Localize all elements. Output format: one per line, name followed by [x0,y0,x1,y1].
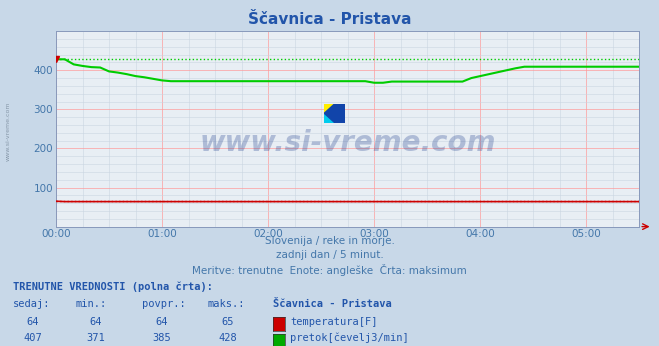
Text: 371: 371 [86,333,105,343]
Polygon shape [324,104,335,113]
Text: min.:: min.: [76,299,107,309]
Text: 64: 64 [27,317,39,327]
Text: www.si-vreme.com: www.si-vreme.com [5,102,11,161]
Text: povpr.:: povpr.: [142,299,185,309]
Text: 64: 64 [156,317,167,327]
Text: Meritve: trenutne  Enote: angleške  Črta: maksimum: Meritve: trenutne Enote: angleške Črta: … [192,264,467,276]
Text: Ščavnica - Pristava: Ščavnica - Pristava [273,299,392,309]
Text: maks.:: maks.: [208,299,245,309]
Polygon shape [324,104,345,123]
Text: 385: 385 [152,333,171,343]
Text: 65: 65 [221,317,233,327]
Text: sedaj:: sedaj: [13,299,51,309]
Text: TRENUTNE VREDNOSTI (polna črta):: TRENUTNE VREDNOSTI (polna črta): [13,282,213,292]
Text: temperatura[F]: temperatura[F] [290,317,378,327]
Polygon shape [324,113,335,123]
Text: 407: 407 [24,333,42,343]
Text: pretok[čevelj3/min]: pretok[čevelj3/min] [290,333,409,343]
Text: Slovenija / reke in morje.: Slovenija / reke in morje. [264,236,395,246]
Text: 64: 64 [90,317,101,327]
Text: 428: 428 [218,333,237,343]
Text: www.si-vreme.com: www.si-vreme.com [200,129,496,157]
Text: zadnji dan / 5 minut.: zadnji dan / 5 minut. [275,250,384,260]
Text: Ščavnica - Pristava: Ščavnica - Pristava [248,12,411,27]
